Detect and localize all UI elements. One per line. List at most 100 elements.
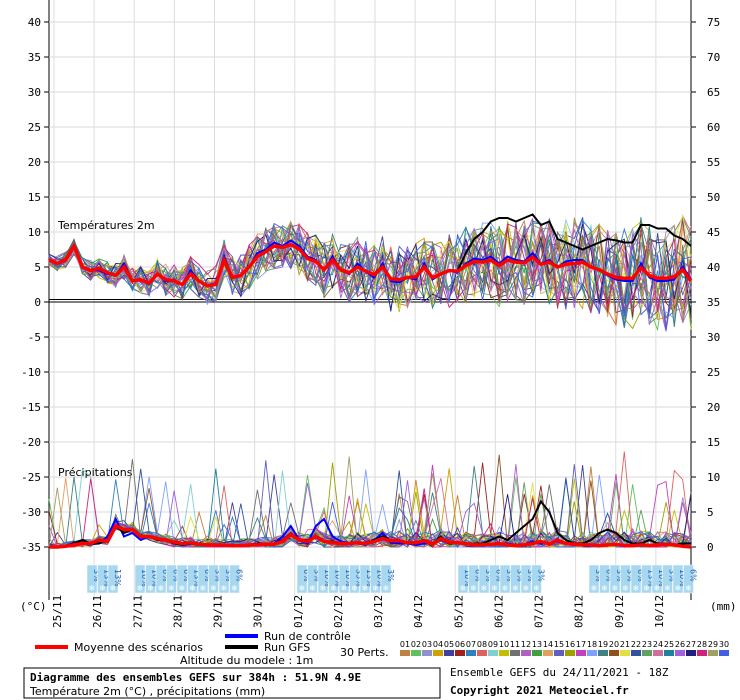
snow-flake-icon: ❄: [664, 584, 671, 593]
snow-flake-icon: ❄: [210, 584, 217, 593]
snow-prob-box: [651, 564, 663, 594]
pert-color-swatch: [565, 650, 575, 656]
right-tick-label: 50: [707, 191, 720, 204]
snow-prob-label: 6%: [235, 569, 244, 582]
snow-flake-icon: ❄: [372, 584, 379, 593]
snow-prob-box: [307, 564, 318, 594]
date-label: 04/12: [412, 595, 425, 628]
snow-prob-label: 10%: [657, 569, 666, 587]
snow-prob-label: 10%: [678, 569, 687, 587]
snow-prob-label: 13%: [103, 569, 112, 587]
snow-prob-box: [588, 564, 600, 594]
left-tick-label: -5: [28, 331, 41, 344]
date-label: 06/12: [492, 595, 505, 628]
pert-number-label: 23: [642, 640, 652, 649]
snow-prob-box: [208, 564, 219, 594]
legend-control-label: Run de contrôle: [264, 630, 351, 643]
snow-prob-label: 10%: [151, 569, 160, 587]
snow-prob-box: [134, 564, 146, 594]
snow-prob-box: [531, 564, 542, 594]
legend-gfs-label: Run GFS: [264, 641, 310, 654]
pert-color-swatch: [455, 650, 465, 656]
left-tick-label: 30: [28, 86, 41, 99]
pert-color-swatch: [433, 650, 443, 656]
left-tick-label: -25: [21, 471, 41, 484]
snow-prob-box: [662, 564, 673, 594]
snow-flake-icon: ❄: [643, 584, 650, 593]
pert-color-swatch: [554, 650, 564, 656]
pert-color-swatch: [477, 650, 487, 656]
snow-flake-icon: ❄: [502, 584, 509, 593]
pert-number-label: 22: [631, 640, 641, 649]
snow-prob-label: 3%: [615, 569, 624, 582]
left-tick-label: 10: [28, 226, 41, 239]
snow-flake-icon: ❄: [383, 584, 390, 593]
snow-prob-box: [468, 564, 479, 594]
date-label: 25/11: [51, 595, 64, 628]
pert-number-label: 13: [532, 640, 542, 649]
snow-prob-box: [187, 564, 198, 594]
snow-prob-label: 6%: [182, 569, 191, 582]
right-tick-label: 40: [707, 261, 720, 274]
snow-prob-label: 10%: [344, 569, 353, 587]
temp-perturbation-line: [48, 220, 692, 310]
snow-prob-box: [97, 564, 108, 594]
pert-color-swatch: [631, 650, 641, 656]
pert-number-label: 27: [686, 640, 696, 649]
left-tick-label: -35: [21, 541, 41, 554]
date-label: 01/12: [292, 595, 305, 628]
pert-color-swatch: [653, 650, 663, 656]
snow-prob-label: 3%: [92, 569, 101, 582]
pert-number-label: 24: [653, 640, 663, 649]
snow-prob-label: 6%: [161, 569, 170, 582]
snow-flake-icon: ❄: [491, 584, 498, 593]
pert-number-label: 20: [609, 640, 619, 649]
pert-number-label: 25: [664, 640, 674, 649]
snow-flake-icon: ❄: [147, 584, 154, 593]
snow-flake-icon: ❄: [89, 584, 96, 593]
pert-number-label: 11: [510, 640, 520, 649]
snow-flake-icon: ❄: [470, 584, 477, 593]
temp-mean-line: [48, 242, 693, 288]
pert-number-label: 15: [554, 640, 564, 649]
right-unit: (mm): [710, 600, 737, 613]
pert-color-swatch: [620, 650, 630, 656]
pert-number-label: 28: [697, 640, 707, 649]
snow-flake-icon: ❄: [675, 584, 682, 593]
pert-number-label: 03: [422, 640, 432, 649]
pert-color-swatch: [466, 650, 476, 656]
right-tick-label: 5: [707, 506, 714, 519]
snow-flake-icon: ❄: [189, 584, 196, 593]
pert-number-label: 02: [411, 640, 421, 649]
snow-flake-icon: ❄: [591, 584, 598, 593]
pert-number-label: 10: [499, 640, 509, 649]
snow-flake-icon: ❄: [110, 584, 117, 593]
snow-prob-label: 3%: [516, 569, 525, 582]
legend-mean-label: Moyenne des scénarios: [74, 641, 203, 654]
altitude-label: Altitude du modele : 1m: [180, 654, 313, 667]
date-label: 30/11: [252, 595, 265, 628]
perts-label: 30 Perts.: [340, 646, 389, 659]
date-label: 27/11: [131, 595, 144, 628]
pert-color-swatch: [719, 650, 729, 656]
pert-number-label: 19: [598, 640, 608, 649]
snow-prob-box: [328, 564, 339, 594]
pert-color-swatch: [697, 650, 707, 656]
snow-prob-box: [599, 564, 610, 594]
right-tick-label: 45: [707, 226, 720, 239]
right-tick-label: 20: [707, 401, 720, 414]
snow-prob-box: [197, 564, 209, 594]
pert-color-swatch: [422, 650, 432, 656]
snow-prob-label: 6%: [302, 569, 311, 582]
date-label: 29/11: [212, 595, 225, 628]
snow-prob-box: [478, 564, 490, 594]
right-tick-label: 70: [707, 51, 720, 64]
date-label: 10/12: [653, 595, 666, 628]
snow-flake-icon: ❄: [320, 584, 327, 593]
snow-prob-label: 10%: [334, 569, 343, 587]
left-tick-label: -10: [21, 366, 41, 379]
snow-prob-label: 10%: [376, 569, 385, 587]
snow-flake-icon: ❄: [158, 584, 165, 593]
date-label: 07/12: [533, 595, 546, 628]
